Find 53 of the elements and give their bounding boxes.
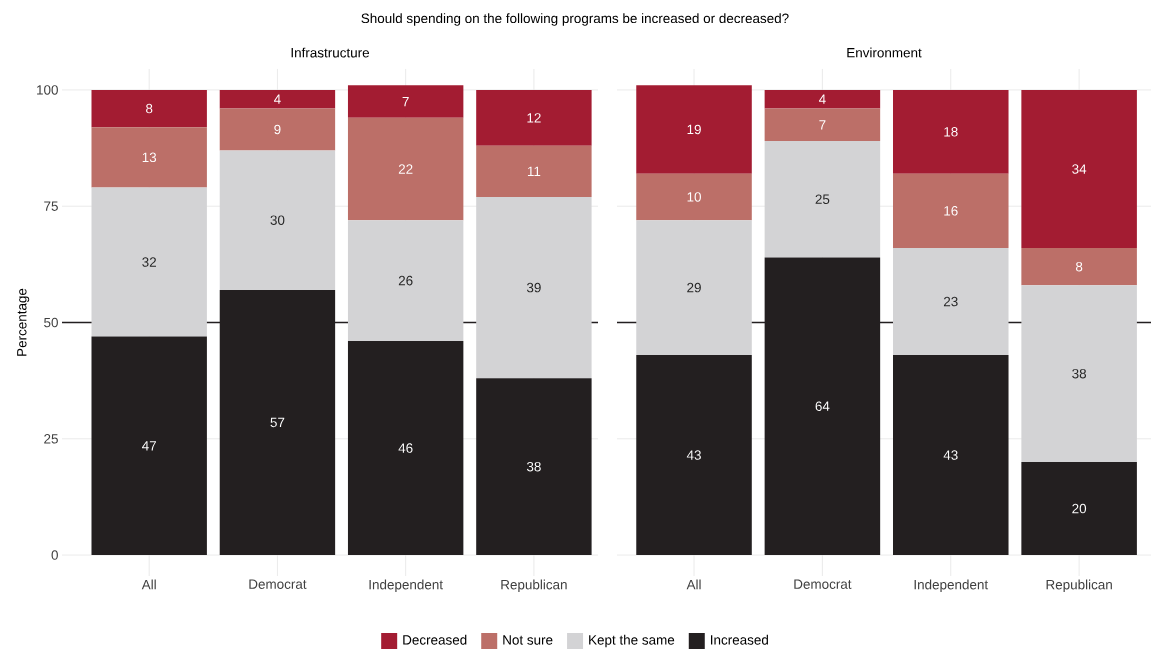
data-label: 13 — [142, 152, 157, 163]
data-label: 10 — [687, 192, 701, 202]
data-label: 32 — [142, 257, 157, 267]
x-tick-label: All — [141, 579, 156, 590]
chart-title: Infrastructure — [291, 47, 370, 58]
data-label: 8 — [1075, 261, 1083, 272]
data-label: 12 — [527, 113, 541, 123]
data-label: 39 — [526, 282, 541, 293]
data-label: 43 — [943, 450, 958, 460]
data-label: 8 — [146, 103, 153, 114]
x-tick-label: All — [686, 579, 701, 590]
x-tick-label: Republican — [1046, 579, 1112, 593]
data-label: 34 — [1072, 164, 1087, 174]
data-label: 64 — [815, 401, 830, 411]
data-label: 18 — [944, 127, 958, 137]
x-tick-label: Democrat — [794, 579, 852, 589]
data-label: 47 — [142, 441, 157, 451]
data-label: 11 — [527, 166, 541, 176]
data-label: 16 — [944, 206, 958, 216]
legend-label: Kept the same — [589, 634, 675, 648]
data-label: 4 — [818, 94, 826, 104]
data-label: 20 — [1072, 503, 1087, 514]
x-tick-label: Independent — [914, 579, 989, 593]
chart-title: Environment — [847, 47, 922, 58]
data-label: 9 — [274, 124, 281, 135]
data-label: 22 — [398, 164, 413, 174]
y-tick-label: 100 — [37, 85, 58, 95]
x-tick-label: Democrat — [249, 579, 307, 589]
data-label: 30 — [270, 215, 285, 225]
data-label: 23 — [943, 296, 958, 307]
data-label: 38 — [1072, 368, 1087, 379]
y-tick-label: 25 — [44, 434, 58, 444]
data-label: 57 — [270, 417, 285, 428]
x-tick-label: Republican — [501, 579, 567, 593]
y-axis-title: Percentage — [17, 288, 30, 356]
data-label: 7 — [819, 120, 826, 130]
legend-label: Not sure — [503, 635, 553, 645]
y-tick-label: 0 — [51, 550, 58, 560]
legend-label: Increased — [711, 634, 768, 645]
y-tick-label: 75 — [44, 201, 58, 211]
data-label: 19 — [687, 124, 701, 135]
data-label: 46 — [398, 443, 413, 453]
x-tick-label: Independent — [369, 579, 443, 593]
text: Should spending on the following programs be increased or decreased? — [361, 13, 789, 26]
data-label: 7 — [402, 96, 409, 107]
data-label: 26 — [398, 275, 413, 286]
data-label: 25 — [815, 194, 830, 204]
y-tick-label: 50 — [44, 317, 58, 328]
data-label: 4 — [274, 94, 281, 104]
data-label: 43 — [686, 450, 701, 460]
data-label: 38 — [526, 461, 541, 472]
legend-label: Decreased — [403, 634, 467, 645]
data-label: 29 — [687, 282, 701, 293]
